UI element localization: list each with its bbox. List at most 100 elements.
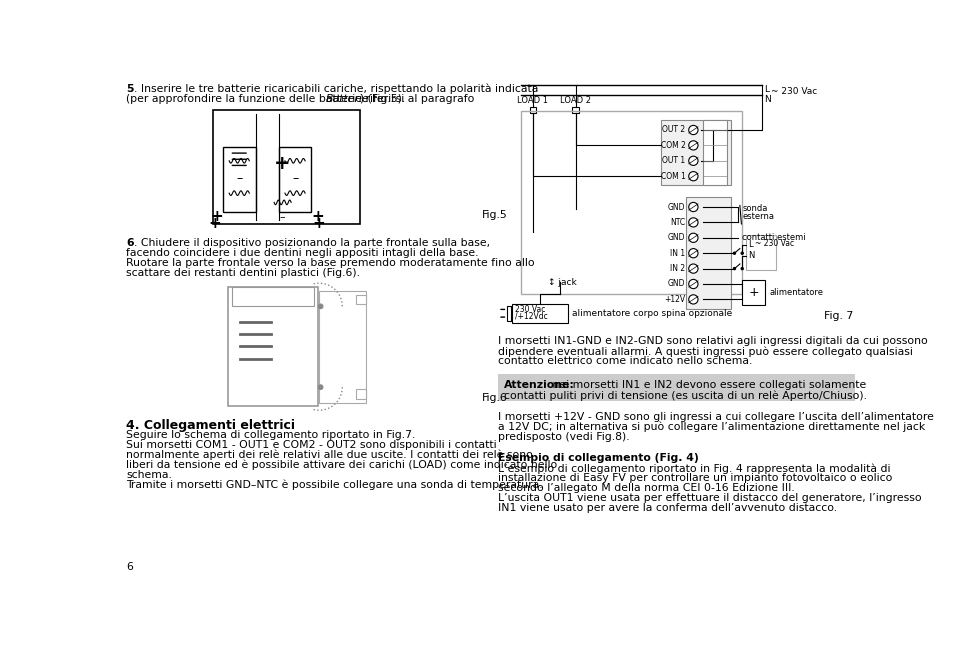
Text: I morsetti +12V - GND sono gli ingressi a cui collegare l’uscita dell’alimentato: I morsetti +12V - GND sono gli ingressi … — [498, 412, 934, 422]
Bar — [232, 287, 314, 306]
Text: 4. Collegamenti elettrici: 4. Collegamenti elettrici — [126, 419, 295, 432]
Text: +: + — [311, 208, 324, 224]
Text: nei morsetti IN1 e IN2 devono essere collegati solamente: nei morsetti IN1 e IN2 devono essere col… — [550, 380, 867, 390]
Bar — [507, 305, 511, 321]
Circle shape — [689, 295, 698, 304]
Text: (per approfondire la funzione delle batterie riferirsi al paragrafo: (per approfondire la funzione delle batt… — [126, 94, 478, 104]
Bar — [319, 291, 365, 402]
Text: LOAD 1: LOAD 1 — [518, 96, 549, 105]
Text: a 12V DC; in alternativa si può collegare l’alimentazione direttamente nel jack: a 12V DC; in alternativa si può collegar… — [498, 422, 925, 432]
Text: +: + — [749, 286, 760, 299]
Text: LOAD 2: LOAD 2 — [560, 96, 591, 105]
Text: ~ 230 Vac: ~ 230 Vac — [756, 239, 794, 248]
Circle shape — [689, 233, 698, 243]
Bar — [356, 295, 365, 304]
Text: +: + — [210, 208, 223, 224]
Circle shape — [689, 264, 698, 273]
Text: contatti estemi: contatti estemi — [742, 234, 806, 242]
Text: alimentatore corpo spina opzionale: alimentatore corpo spina opzionale — [572, 309, 732, 318]
Text: Fig.6: Fig.6 — [481, 393, 507, 402]
Text: contatti puliti privi di tensione (es uscita di un relè Aperto/Chiuso).: contatti puliti privi di tensione (es us… — [504, 390, 867, 400]
Circle shape — [734, 252, 736, 254]
Text: Ruotare la parte frontale verso la base premendo moderatamente fino allo: Ruotare la parte frontale verso la base … — [126, 258, 535, 268]
Bar — [213, 110, 361, 224]
Text: 6: 6 — [126, 238, 133, 248]
Text: . Chiudere il dispositivo posizionando la parte frontale sulla base,: . Chiudere il dispositivo posizionando l… — [134, 238, 490, 248]
Text: dipendere eventuali allarmi. A questi ingressi può essere collegato qualsiasi: dipendere eventuali allarmi. A questi in… — [498, 346, 913, 357]
Text: +: + — [274, 153, 291, 173]
Text: Fig.5: Fig.5 — [481, 210, 507, 220]
Bar — [222, 147, 255, 212]
Text: L: L — [764, 85, 769, 94]
Text: IN1 viene usato per avere la conferma dell’avvenuto distacco.: IN1 viene usato per avere la conferma de… — [498, 503, 837, 514]
Circle shape — [689, 156, 698, 166]
Text: GND: GND — [668, 280, 686, 289]
Bar — [228, 287, 317, 406]
Text: normalmente aperti dei relè relativi alle due uscite. I contatti dei relè sono: normalmente aperti dei relè relativi all… — [126, 450, 533, 460]
Circle shape — [689, 248, 698, 258]
Circle shape — [318, 385, 323, 389]
Text: scattare dei restanti dentini plastici (Fig.6).: scattare dei restanti dentini plastici (… — [126, 268, 360, 278]
Text: /+12Vdc: /+12Vdc — [515, 312, 548, 321]
Text: COM 1: COM 1 — [661, 171, 686, 181]
Text: IN 1: IN 1 — [670, 248, 686, 258]
Text: N: N — [748, 251, 755, 260]
Text: liberi da tensione ed è possibile attivare dei carichi (LOAD) come indicato nell: liberi da tensione ed è possibile attiva… — [126, 459, 557, 470]
Bar — [686, 197, 731, 309]
Text: 5: 5 — [126, 84, 133, 94]
Bar — [573, 107, 578, 113]
Text: –: – — [292, 171, 298, 184]
Text: Seguire lo schema di collegamento riportato in Fig.7.: Seguire lo schema di collegamento riport… — [126, 430, 415, 439]
Text: L’esempio di collegamento riportato in Fig. 4 rappresenta la modalità di: L’esempio di collegamento riportato in F… — [498, 463, 891, 474]
Text: GND: GND — [668, 234, 686, 242]
Text: secondo l’allegato M della norma CEI 0-16 Edizione III.: secondo l’allegato M della norma CEI 0-1… — [498, 483, 795, 494]
Text: +: + — [313, 216, 325, 231]
Text: Sui morsetti COM1 - OUT1 e COM2 - OUT2 sono disponibili i contatti: Sui morsetti COM1 - OUT1 e COM2 - OUT2 s… — [126, 439, 497, 450]
Text: 6: 6 — [126, 562, 133, 572]
Text: alimentatore: alimentatore — [769, 288, 824, 297]
Text: Batterie: Batterie — [326, 94, 369, 104]
Text: L’uscita OUT1 viene usata per effettuare il distacco del generatore, l’ingresso: L’uscita OUT1 viene usata per effettuare… — [498, 494, 922, 503]
Text: COM 2: COM 2 — [661, 141, 686, 150]
Text: GND: GND — [668, 203, 686, 212]
Circle shape — [734, 267, 736, 270]
Text: Attenzione:: Attenzione: — [504, 380, 575, 390]
Text: facendo coincidere i due dentini negli appositi intagli della base.: facendo coincidere i due dentini negli a… — [126, 248, 479, 258]
Circle shape — [318, 304, 323, 309]
Text: Fig. 7: Fig. 7 — [824, 311, 853, 321]
Bar — [742, 280, 765, 305]
Text: ~ 230 Vac: ~ 230 Vac — [771, 87, 817, 96]
Bar — [661, 120, 731, 186]
Text: 230 Vac: 230 Vac — [515, 305, 546, 314]
Circle shape — [689, 280, 698, 289]
Text: +12V: +12V — [665, 295, 686, 304]
Text: sonda: sonda — [742, 204, 767, 213]
Bar — [530, 107, 536, 113]
Text: OUT 1: OUT 1 — [663, 157, 686, 165]
Circle shape — [689, 171, 698, 181]
Bar — [746, 236, 776, 270]
Text: –: – — [236, 171, 243, 184]
Bar — [512, 304, 568, 322]
Circle shape — [689, 141, 698, 150]
Text: IN 2: IN 2 — [670, 264, 686, 273]
Bar — [498, 374, 854, 401]
Circle shape — [689, 218, 698, 227]
Text: schema.: schema. — [126, 470, 172, 479]
Bar — [356, 389, 365, 399]
Circle shape — [741, 267, 743, 270]
Text: predisposto (vedi Fig.8).: predisposto (vedi Fig.8). — [498, 432, 630, 442]
Bar — [279, 147, 312, 212]
Text: Esempio di collegamento (Fig. 4): Esempio di collegamento (Fig. 4) — [498, 453, 699, 463]
Circle shape — [741, 252, 743, 254]
Text: L: L — [748, 240, 753, 249]
Text: +: + — [209, 216, 222, 231]
Text: OUT 2: OUT 2 — [663, 126, 686, 135]
Circle shape — [689, 126, 698, 135]
Text: esterna: esterna — [742, 212, 774, 221]
Text: Tramite i morsetti GND–NTC è possibile collegare una sonda di temperatura.: Tramite i morsetti GND–NTC è possibile c… — [126, 479, 543, 490]
Text: ↕ jack: ↕ jack — [549, 278, 577, 287]
Text: I morsetti IN1-GND e IN2-GND sono relativi agli ingressi digitali da cui possono: I morsetti IN1-GND e IN2-GND sono relati… — [498, 336, 927, 346]
Text: . Inserire le tre batterie ricaricabili cariche, rispettando la polarità indicat: . Inserire le tre batterie ricaricabili … — [134, 84, 538, 94]
Text: –: – — [280, 212, 286, 222]
